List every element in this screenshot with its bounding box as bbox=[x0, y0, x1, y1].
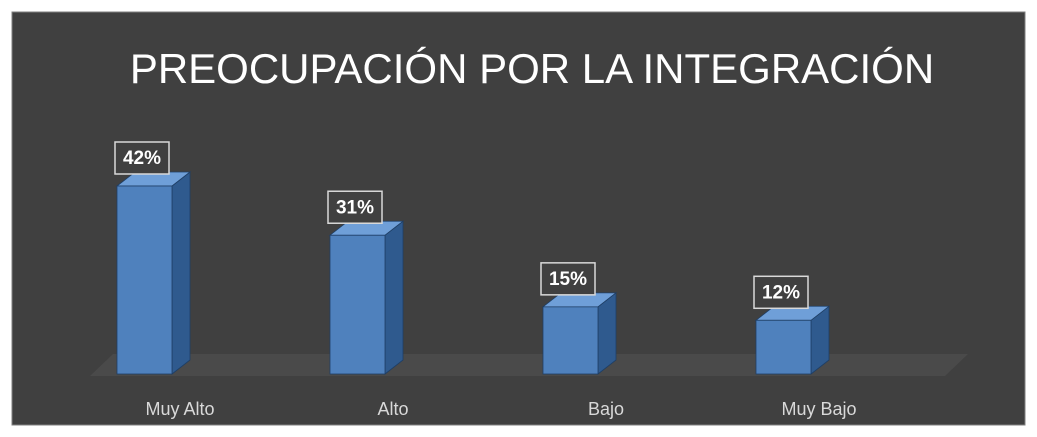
bar-front bbox=[329, 234, 386, 375]
data-label-box bbox=[540, 262, 596, 296]
bar-side bbox=[171, 171, 191, 375]
data-label: 15% bbox=[549, 269, 587, 290]
bar-front bbox=[542, 306, 599, 375]
bar-front bbox=[116, 185, 173, 375]
bar bbox=[328, 220, 405, 375]
bar bbox=[754, 305, 831, 375]
x-tick-label: Muy Alto bbox=[145, 399, 214, 419]
bar-side bbox=[384, 220, 404, 375]
chart-title: PREOCUPACIÓN POR LA INTEGRACIÓN bbox=[130, 45, 934, 92]
x-tick-label: Bajo bbox=[588, 399, 624, 419]
bar bbox=[541, 292, 618, 375]
data-label: 42% bbox=[123, 148, 161, 169]
bar bbox=[115, 171, 192, 375]
data-label-box bbox=[327, 190, 383, 224]
x-tick-label: Muy Bajo bbox=[781, 399, 856, 419]
x-tick-label: Alto bbox=[377, 399, 408, 419]
data-label-box bbox=[753, 275, 809, 310]
plot: 42% Muy Alto 31% Alto 15% Bajo 12% Muy Bajo bbox=[114, 141, 857, 419]
data-label: 12% bbox=[762, 282, 800, 303]
data-label-box bbox=[114, 141, 170, 175]
bar-front bbox=[755, 319, 812, 375]
data-label: 31% bbox=[336, 197, 374, 218]
floor bbox=[90, 354, 968, 376]
